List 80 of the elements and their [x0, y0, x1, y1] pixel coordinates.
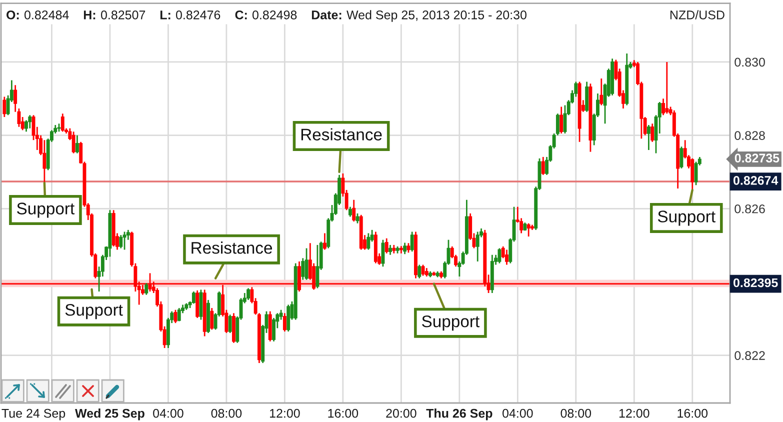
x-tick-label: 16:00 — [678, 408, 708, 418]
candlestick — [410, 231, 414, 252]
candlestick — [192, 290, 196, 304]
candlestick — [316, 244, 320, 289]
candlestick — [60, 112, 64, 132]
candlestick — [119, 234, 123, 249]
annotation: L: 0.82476 — [160, 10, 220, 20]
candlestick — [304, 248, 308, 280]
candlestick — [421, 264, 425, 276]
x-tick-label: Tue 24 Sep — [2, 408, 66, 420]
candlestick — [144, 282, 148, 296]
annotation: O: 0.82484 — [6, 10, 69, 20]
candlestick — [286, 304, 290, 332]
candlestick — [246, 288, 250, 301]
x-tick-label: 08:00 — [560, 408, 592, 418]
candlestick — [498, 248, 502, 264]
candlestick — [665, 61, 669, 114]
candlestick — [406, 242, 410, 254]
annotation: Support — [658, 210, 716, 226]
annotation: Resistance — [192, 242, 272, 254]
y-tick-label: 0.828 — [734, 131, 765, 140]
x-tick-label: 04:00 — [153, 408, 184, 418]
candlestick — [148, 272, 152, 292]
annotation: Support — [17, 202, 75, 218]
chart-title: NZD/USD — [670, 10, 724, 20]
candlestick — [348, 206, 352, 218]
x-tick-label: 20:00 — [386, 408, 416, 418]
annotation: 0.82735 — [734, 154, 780, 163]
candlestick — [298, 260, 301, 292]
candlestick — [403, 242, 407, 255]
candlestick — [28, 114, 32, 130]
x-tick-label: 12:00 — [270, 408, 300, 418]
annotation: Support — [65, 304, 123, 320]
x-tick-label: 12:00 — [619, 408, 650, 418]
annotation: Support — [422, 315, 480, 331]
candlestick — [560, 106, 564, 134]
x-tick-label: Wed 25 Sep — [75, 408, 144, 420]
candlestick — [196, 290, 200, 319]
candlestick — [323, 232, 326, 250]
candlestick — [199, 288, 203, 320]
ref-line-label: 0.82674 — [733, 176, 778, 185]
x-tick-label: Thu 26 Sep — [426, 408, 492, 420]
candlestick — [301, 257, 305, 280]
candlestick — [646, 124, 650, 151]
y-tick-label: 0.830 — [734, 58, 765, 67]
ref-line-label: 0.82395 — [733, 278, 778, 288]
candlestick — [418, 264, 422, 280]
candlestick — [122, 231, 126, 250]
candlestick — [505, 249, 508, 266]
candlestick — [694, 161, 698, 186]
candlestick — [2, 96, 6, 118]
annotation: Resistance — [301, 128, 382, 140]
candlestick — [75, 134, 79, 154]
candlestick — [585, 81, 589, 113]
x-tick-label: 08:00 — [211, 408, 242, 418]
candlestick — [384, 238, 388, 254]
candlestick — [650, 122, 654, 143]
annotation: C: 0.82498 — [235, 10, 297, 20]
candlestick — [282, 312, 286, 332]
candlestick — [690, 158, 694, 191]
candlestick — [381, 239, 385, 268]
annotation: H: 0.82507 — [84, 10, 146, 20]
candlestick — [72, 130, 76, 154]
candlestick — [476, 231, 480, 262]
candlestick — [680, 146, 684, 170]
candlestick — [526, 222, 530, 238]
candlestick — [388, 244, 392, 256]
y-tick-label: 0.826 — [734, 204, 765, 214]
annotation: Date: Wed Sep 25, 2013 20:15 - 20:30 — [312, 10, 526, 22]
candlestick — [366, 232, 370, 250]
x-tick-label: 16:00 — [328, 408, 358, 418]
candlestick — [177, 307, 181, 322]
candlestick — [600, 78, 604, 106]
candlestick — [272, 317, 276, 342]
candlestick — [541, 156, 545, 176]
x-tick-label: 04:00 — [502, 408, 533, 418]
candlestick — [228, 314, 232, 334]
candlestick — [352, 199, 356, 222]
candlestick — [210, 307, 214, 330]
y-tick-label: 0.822 — [734, 351, 765, 360]
